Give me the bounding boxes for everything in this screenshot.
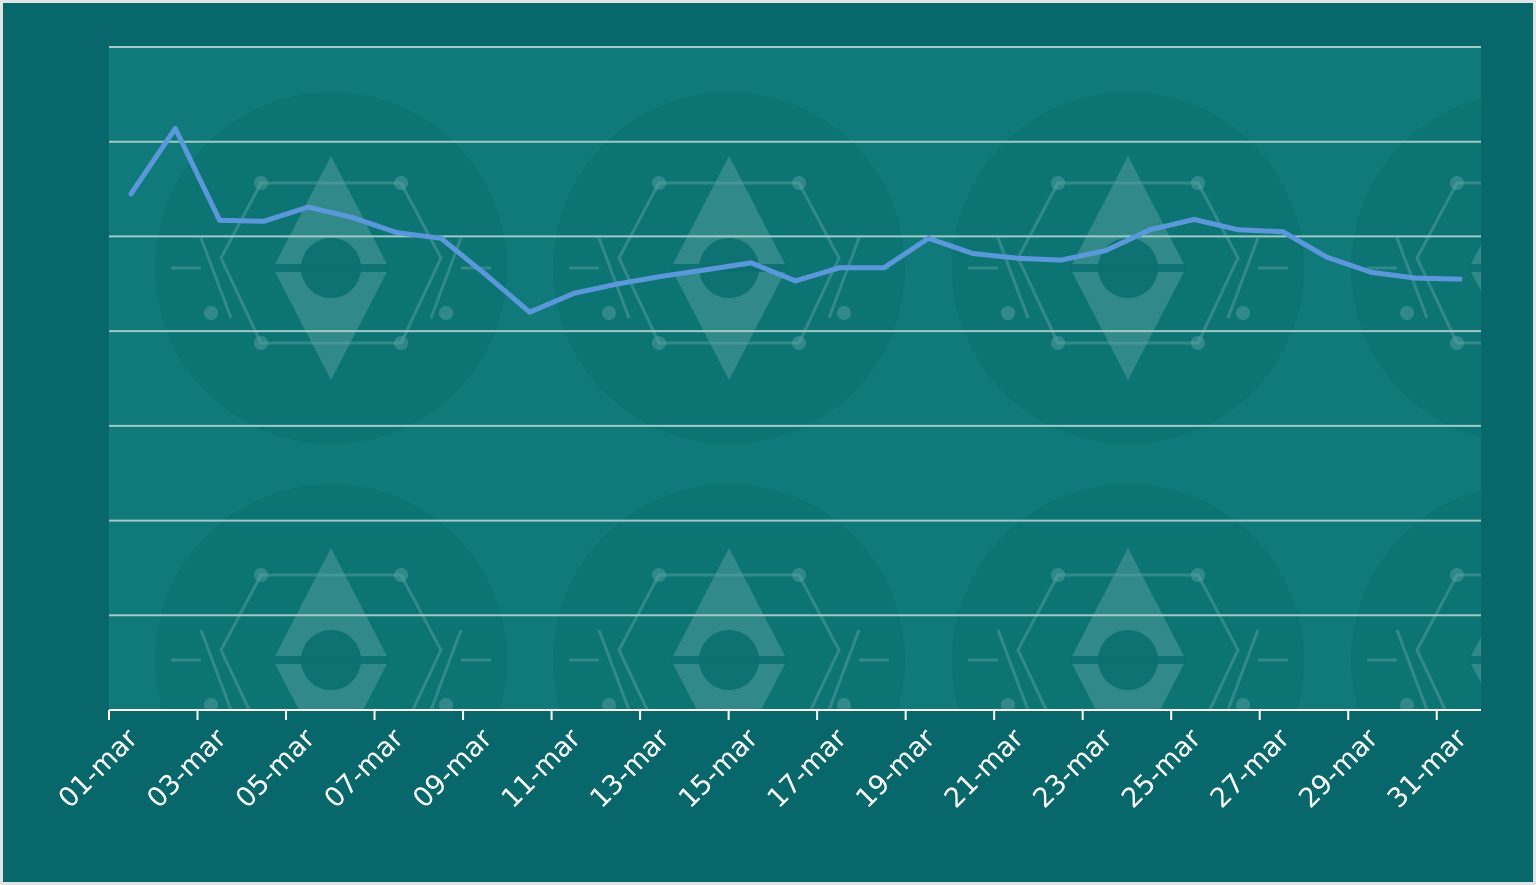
data-point	[1191, 216, 1197, 222]
data-point	[1457, 276, 1463, 282]
x-tick-label: 15-mar	[673, 722, 765, 814]
x-tick-label: 19-mar	[850, 722, 942, 814]
data-point	[1014, 255, 1020, 261]
data-point	[970, 250, 976, 256]
data-point	[748, 260, 754, 266]
x-tick-label: 27-mar	[1204, 722, 1296, 814]
data-point	[1103, 248, 1109, 254]
data-point	[1058, 257, 1064, 263]
data-point	[261, 218, 267, 224]
x-tick-label: 23-mar	[1027, 722, 1119, 814]
data-point	[1324, 254, 1330, 260]
data-point	[615, 281, 621, 287]
x-tick-label: 07-mar	[318, 722, 410, 814]
data-point	[925, 235, 931, 241]
data-point	[837, 265, 843, 271]
x-tick-label: 29-mar	[1293, 722, 1385, 814]
series-group	[128, 125, 1463, 315]
x-axis	[108, 709, 1481, 720]
data-point	[793, 278, 798, 284]
x-tick-label: 21-mar	[939, 722, 1031, 814]
x-tick-label: 01-mar	[53, 722, 145, 814]
data-point	[1368, 269, 1374, 275]
x-tick-label: 17-mar	[761, 722, 853, 814]
gridlines	[109, 46, 1481, 617]
data-point	[1236, 227, 1241, 233]
data-point	[1413, 275, 1419, 281]
x-tick-label: 11-mar	[496, 722, 588, 814]
data-point	[482, 271, 488, 277]
data-point	[350, 214, 355, 220]
x-tick-label: 13-mar	[584, 722, 676, 814]
x-tick-label: 05-mar	[230, 722, 322, 814]
x-tick-label: 31-mar	[1382, 722, 1474, 814]
data-point	[571, 290, 577, 296]
x-tick-label: 09-mar	[407, 722, 499, 814]
x-tick-label: 03-mar	[141, 722, 233, 814]
data-point	[438, 235, 444, 241]
x-tick-label: 25-mar	[1116, 722, 1208, 814]
data-point	[305, 204, 311, 210]
data-point	[1280, 229, 1286, 235]
x-tick-labels: 01-mar03-mar05-mar07-mar09-mar11-mar13-m…	[53, 722, 1474, 814]
data-point	[217, 217, 223, 223]
data-point	[704, 267, 710, 273]
data-point	[1147, 227, 1153, 233]
data-point	[172, 125, 178, 131]
data-point	[881, 265, 887, 271]
data-point	[128, 191, 134, 197]
data-point	[394, 230, 400, 236]
data-point	[660, 273, 666, 279]
data-point	[527, 309, 533, 315]
